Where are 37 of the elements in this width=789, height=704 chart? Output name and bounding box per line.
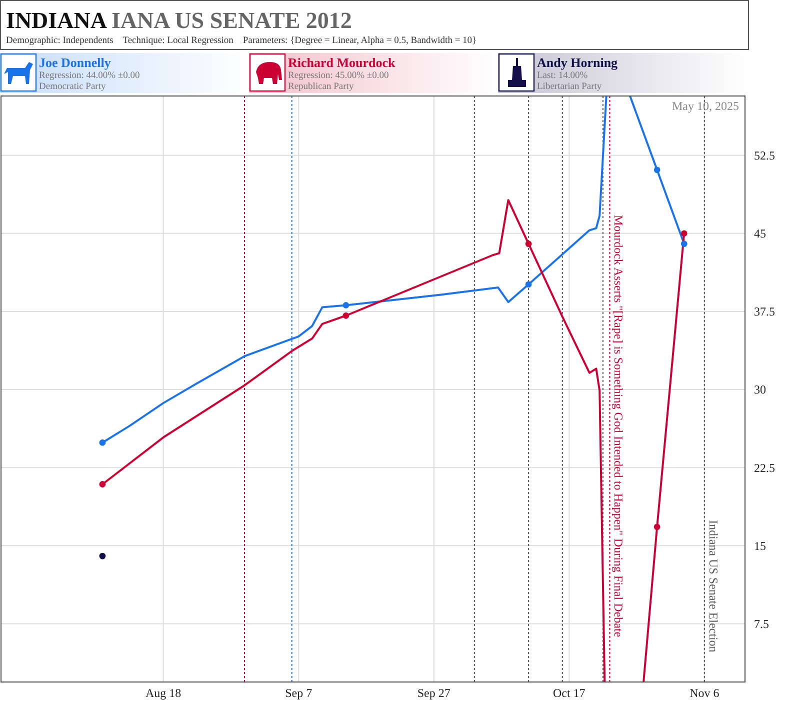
text: Democratic Party xyxy=(39,82,106,92)
x-tick-label: Sep 7 xyxy=(285,686,312,700)
point xyxy=(680,240,688,247)
ref-line-label: Indiana US Senate Election xyxy=(706,520,720,652)
ref-line-label: Mourdock Asserts "[Rape] is Something God Intended to Happen" During Final Debate xyxy=(612,215,626,638)
point xyxy=(99,552,106,560)
x-tick-label: Oct 17 xyxy=(552,686,586,700)
point xyxy=(342,302,350,308)
text: Regression: 45.00% ±0.00 xyxy=(288,71,389,81)
point xyxy=(654,524,660,530)
point xyxy=(654,166,660,174)
point xyxy=(99,439,106,446)
point xyxy=(342,312,350,319)
text: Last: 14.00% xyxy=(537,71,588,81)
point xyxy=(525,240,532,247)
text: Andy Horning xyxy=(537,55,618,70)
y-tick-label: 7.5 xyxy=(754,616,769,631)
y-tick-label: 15 xyxy=(754,538,766,553)
x-tick-label: Nov 6 xyxy=(690,686,720,700)
annotation: May 10, 2025 xyxy=(672,99,739,113)
x-tick-label: Aug 18 xyxy=(145,686,182,700)
chart-title: INDIANA IANA US SENATE 2012 xyxy=(6,8,352,33)
x-tick-label: Sep 27 xyxy=(417,686,450,700)
text: Libertarian Party xyxy=(537,82,602,92)
text: Regression: 44.00% ±0.00 xyxy=(39,71,140,81)
y-tick-label: 30 xyxy=(754,382,766,397)
point xyxy=(525,281,532,288)
point xyxy=(99,481,106,488)
y-tick-label: 37.5 xyxy=(754,304,775,319)
text: Republican Party xyxy=(288,82,354,92)
y-tick-label: 22.5 xyxy=(754,460,775,475)
chart-subtitle: Demographic: Independents Technique: Local Regression Parameters: {Degree = Linear, Alpha = 0.5, Bandwidth = 10} xyxy=(6,36,477,46)
y-tick-label: 52.5 xyxy=(754,148,775,163)
text: Joe Donnelly xyxy=(39,55,112,70)
y-tick-label: 45 xyxy=(754,226,766,241)
point xyxy=(680,230,688,237)
text: Richard Mourdock xyxy=(288,55,396,70)
